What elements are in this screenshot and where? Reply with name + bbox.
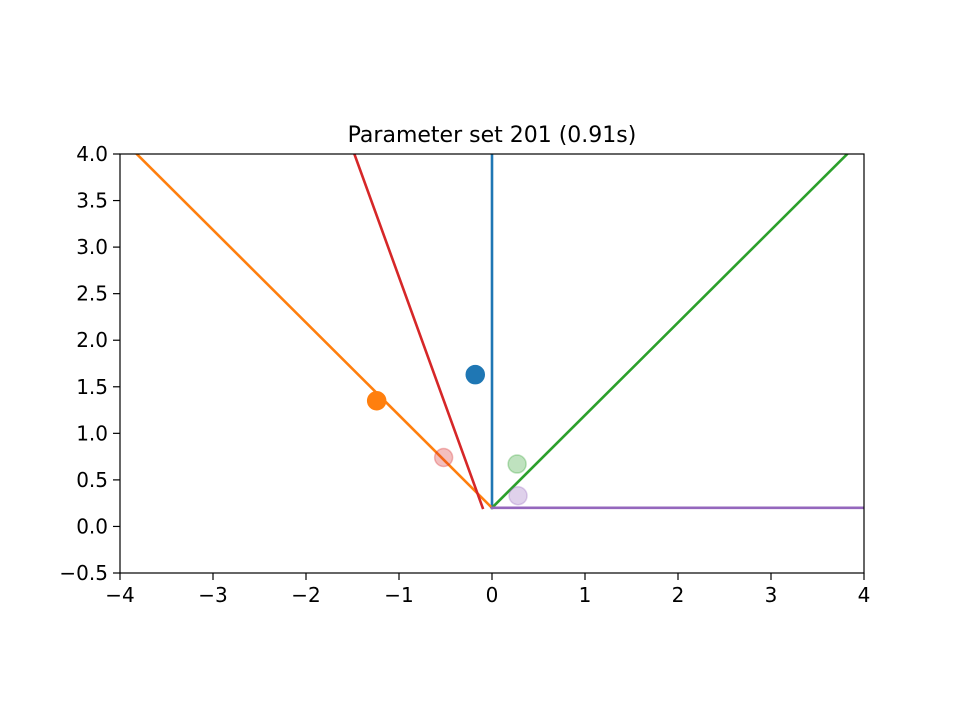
x-axis: −4 −3 −2 −1 0 1 2 3 4 bbox=[105, 573, 870, 607]
y-axis: −0.5 0.0 0.5 1.0 1.5 2.0 2.5 3.0 3.5 4.0 bbox=[59, 142, 120, 585]
points-layer bbox=[366, 364, 528, 506]
y-tick-label: 2.5 bbox=[76, 282, 108, 306]
data-point-2 bbox=[433, 447, 454, 468]
series-line-2 bbox=[490, 154, 850, 510]
y-tick-label: 0.0 bbox=[76, 514, 108, 538]
x-tick-label: 1 bbox=[579, 583, 592, 607]
y-tick-label: 3.0 bbox=[76, 235, 108, 259]
x-tick-label: 0 bbox=[486, 583, 499, 607]
y-tick-label: 4.0 bbox=[76, 142, 108, 166]
x-tick-label: −3 bbox=[198, 583, 227, 607]
data-point-1 bbox=[366, 390, 387, 411]
series-line-3 bbox=[352, 154, 485, 510]
series-line-1 bbox=[134, 154, 494, 510]
y-tick-label: 3.5 bbox=[76, 189, 108, 213]
x-tick-label: −1 bbox=[384, 583, 413, 607]
data-point-4 bbox=[508, 485, 528, 506]
lines-layer bbox=[134, 154, 864, 510]
y-tick-label: 2.0 bbox=[76, 328, 108, 352]
y-tick-label: 0.5 bbox=[76, 468, 108, 492]
x-tick-label: 2 bbox=[672, 583, 685, 607]
y-tick-label: 1.5 bbox=[76, 375, 108, 399]
x-tick-label: 4 bbox=[858, 583, 871, 607]
data-point-3 bbox=[507, 454, 527, 474]
y-tick-label: 1.0 bbox=[76, 421, 108, 445]
x-tick-label: −2 bbox=[291, 583, 320, 607]
y-tick-label: −0.5 bbox=[59, 561, 108, 585]
x-tick-label: −4 bbox=[105, 583, 134, 607]
x-tick-label: 3 bbox=[765, 583, 778, 607]
data-point-0 bbox=[465, 364, 486, 385]
chart-title: Parameter set 201 (0.91s) bbox=[348, 123, 637, 148]
